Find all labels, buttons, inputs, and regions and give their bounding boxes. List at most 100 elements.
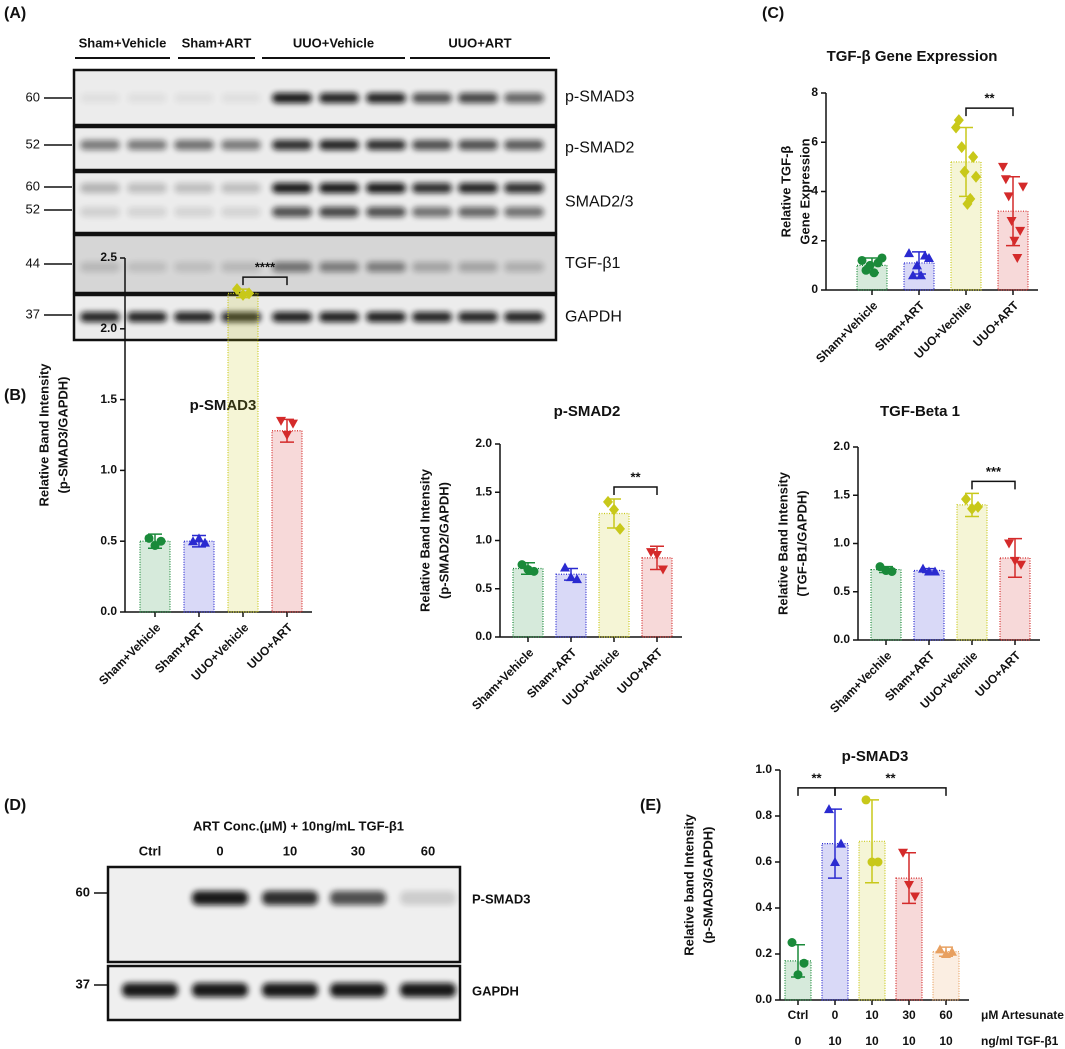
y-axis-label: Relative TGF-β — [778, 146, 793, 238]
lane-label: 60 — [421, 843, 435, 858]
x-tick-label: 30 — [902, 1008, 916, 1022]
x-tick-label: Sham+Vehicle — [813, 298, 880, 365]
blot-band — [319, 183, 359, 193]
blot-band — [272, 183, 312, 193]
blot-band — [400, 983, 456, 997]
mw-marker: 37 — [76, 976, 90, 991]
data-point — [959, 165, 970, 178]
data-point — [529, 566, 539, 576]
blot-band — [127, 140, 167, 150]
blot-band — [221, 183, 261, 193]
chart-title: TGF-Beta 1 — [880, 403, 960, 420]
y-axis-label: Relative band Intensity — [681, 813, 696, 955]
blot-band — [319, 93, 359, 103]
blot-band — [127, 262, 167, 272]
x-tick-label-2: 10 — [828, 1034, 842, 1048]
x-tick-label: Ctrl — [788, 1008, 809, 1022]
blot-band — [127, 93, 167, 103]
blot-band — [221, 207, 261, 217]
data-point — [1018, 182, 1028, 192]
blot-header: ART Conc.(μM) + 10ng/mL TGF-β1 — [193, 818, 404, 833]
panel-label: (D) — [4, 797, 26, 814]
mw-marker: 52 — [26, 136, 40, 151]
bar — [784, 960, 812, 1001]
significance-bracket — [834, 787, 947, 796]
significance-bracket — [965, 107, 1014, 117]
panel-label: (A) — [4, 5, 26, 22]
bar — [956, 504, 988, 641]
y-axis-label: Relative Band Intensity — [36, 363, 51, 507]
data-point — [918, 563, 928, 573]
data-point — [861, 795, 871, 805]
blot-band — [412, 207, 452, 217]
data-point — [288, 419, 298, 429]
blot-band — [504, 93, 544, 103]
bar — [227, 292, 259, 613]
data-point — [935, 944, 945, 954]
significance-bracket — [613, 486, 658, 496]
blot-row-label: SMAD2/3 — [565, 194, 634, 211]
panel-label: (B) — [4, 387, 26, 404]
data-point — [560, 562, 570, 572]
blot-band — [80, 93, 120, 103]
y-axis-label: (p-SMAD3/GAPDH) — [700, 827, 715, 944]
data-point — [232, 283, 242, 296]
y-tick-label: 0.0 — [475, 629, 492, 643]
x-tick-label-2: 10 — [939, 1034, 953, 1048]
blot-band — [262, 891, 318, 905]
x-tick-label-2: 10 — [865, 1034, 879, 1048]
data-point — [276, 416, 286, 426]
lane-group-label: Sham+Vehicle — [79, 35, 167, 50]
significance-label: ** — [811, 770, 822, 785]
data-point — [904, 248, 914, 258]
data-point — [965, 192, 976, 205]
data-point — [873, 857, 883, 867]
blot-band — [221, 93, 261, 103]
blot-row-label: P-SMAD3 — [472, 891, 531, 906]
panel-label: (E) — [640, 797, 661, 814]
blot-band — [412, 140, 452, 150]
bar — [913, 569, 945, 641]
lane-label: 30 — [351, 843, 365, 858]
data-point — [824, 804, 834, 814]
blot-band — [504, 262, 544, 272]
significance-label: *** — [986, 464, 1002, 479]
y-tick-label: 1.5 — [100, 392, 117, 406]
bar — [139, 540, 171, 613]
blot-band — [122, 983, 178, 997]
significance-bracket — [797, 787, 836, 796]
blot-band — [330, 891, 386, 905]
bar — [598, 512, 630, 638]
x-tick-label: UUO+ART — [244, 620, 296, 672]
blot-band — [272, 140, 312, 150]
data-point — [188, 536, 198, 546]
data-point — [916, 270, 926, 280]
chart-title: TGF-β Gene Expression — [827, 48, 998, 65]
data-point — [910, 892, 920, 902]
data-point — [971, 170, 981, 183]
y-tick-label: 2.0 — [100, 321, 117, 335]
blot-band — [366, 207, 406, 217]
panel-label: (C) — [762, 5, 784, 22]
blot-row — [72, 170, 558, 235]
blot-band — [272, 207, 312, 217]
mw-marker: 44 — [26, 255, 40, 270]
significance-bracket — [971, 480, 1016, 490]
blot-band — [174, 140, 214, 150]
blot-row — [106, 865, 462, 964]
data-point — [156, 536, 166, 546]
data-point — [857, 255, 867, 265]
blot-band — [458, 207, 498, 217]
blot-band — [319, 312, 359, 322]
significance-label: ** — [885, 770, 896, 785]
x-tick-label: 10 — [865, 1008, 879, 1022]
mw-marker: 37 — [26, 306, 40, 321]
mw-marker: 52 — [26, 201, 40, 216]
blot-band — [192, 891, 248, 905]
blot-band — [412, 183, 452, 193]
data-point — [1016, 560, 1026, 570]
blot-band — [80, 140, 120, 150]
lane-group-label: UUO+ART — [448, 35, 511, 50]
mw-marker: 60 — [76, 884, 90, 899]
